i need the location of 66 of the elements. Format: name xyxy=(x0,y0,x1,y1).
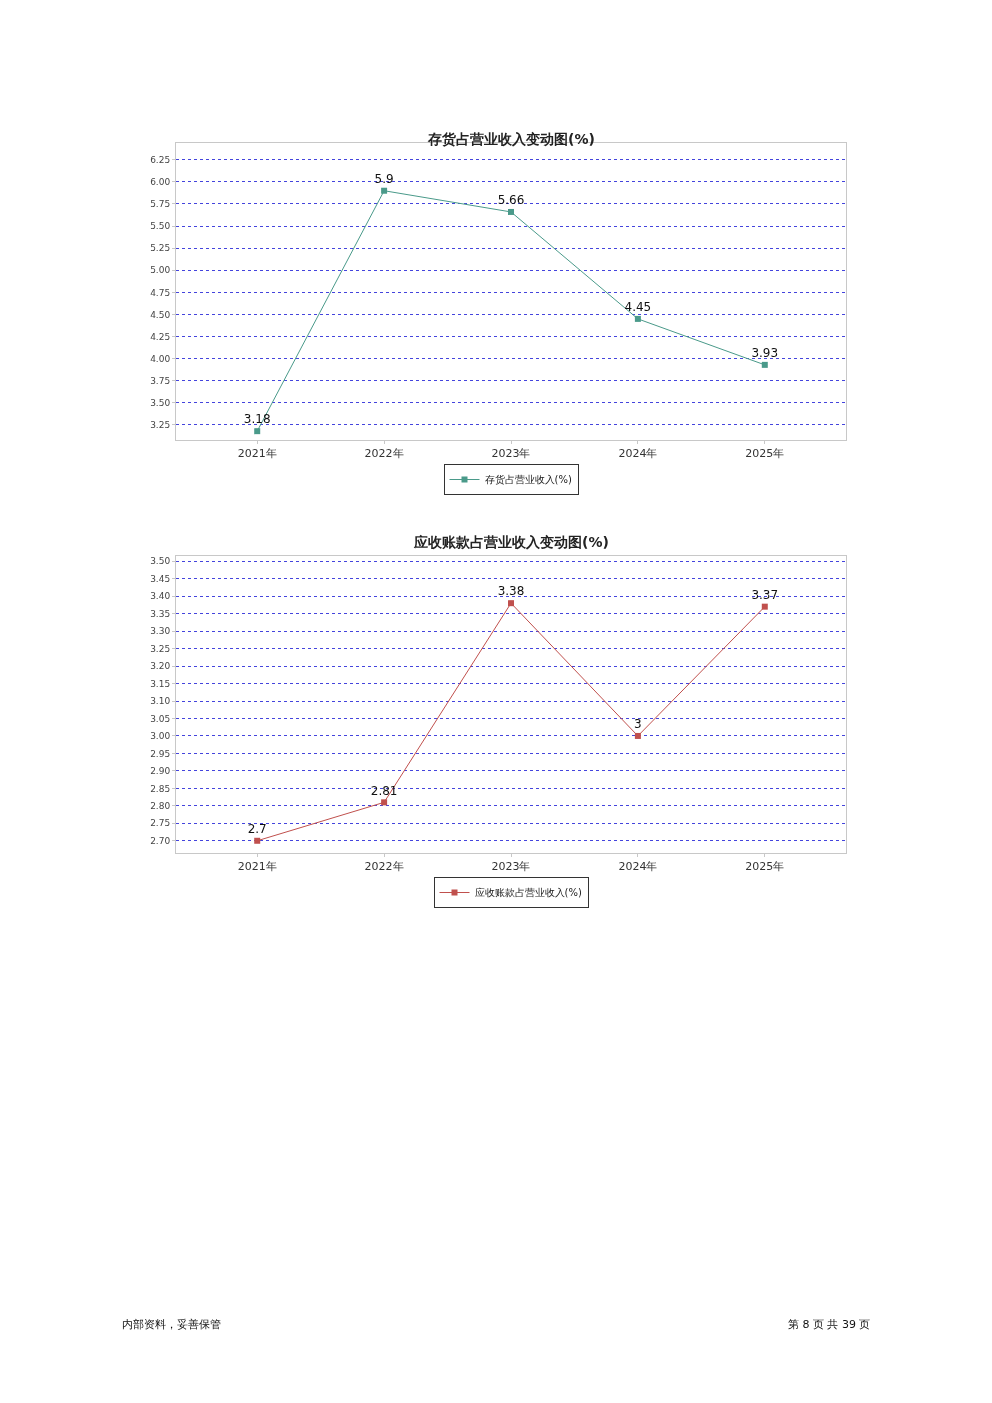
y-tick-label: 3.50 xyxy=(150,556,171,567)
data-label: 3.18 xyxy=(243,412,271,427)
y-tick-label: 6.25 xyxy=(150,154,171,165)
y-tick-label: 3.10 xyxy=(150,696,171,707)
x-tick-label: 2021年 xyxy=(237,447,277,461)
x-tick-label: 2025年 xyxy=(745,447,785,461)
y-tick-label: 5.50 xyxy=(150,221,171,232)
point xyxy=(761,603,768,610)
point xyxy=(634,732,641,739)
point xyxy=(381,187,388,194)
y-tick-label: 3.50 xyxy=(150,398,171,409)
y-tick-label: 3.30 xyxy=(150,626,171,637)
data-label: 3.37 xyxy=(751,587,779,602)
point xyxy=(254,837,261,844)
x-tick-label: 2023年 xyxy=(491,447,531,461)
y-tick-label: 3.35 xyxy=(150,608,171,619)
y-tick-label: 3.00 xyxy=(150,731,171,742)
point xyxy=(761,361,768,368)
text: 内部资料，妥善保管 xyxy=(122,1318,221,1331)
point xyxy=(634,315,641,322)
y-tick-label: 3.25 xyxy=(150,420,171,431)
y-tick-label: 3.45 xyxy=(150,573,171,584)
y-tick-label: 2.75 xyxy=(150,818,171,829)
legend-label: 存货占营业收入(%) xyxy=(484,474,572,486)
legend-label: 应收账款占营业收入(%) xyxy=(474,887,582,899)
y-tick-label: 2.90 xyxy=(150,766,171,777)
x-tick-label: 2024年 xyxy=(618,860,658,874)
point xyxy=(508,208,514,215)
data-label: 3 xyxy=(634,717,642,732)
data-label: 4.45 xyxy=(624,300,652,315)
y-tick-label: 4.50 xyxy=(150,309,171,320)
point xyxy=(254,428,261,435)
y-tick-label: 6.00 xyxy=(150,177,171,188)
data-label: 2.7 xyxy=(247,822,267,837)
data-label: 5.9 xyxy=(374,171,394,186)
x-tick-label: 2025年 xyxy=(745,860,785,874)
y-tick-label: 4.75 xyxy=(150,287,171,298)
y-tick-label: 5.00 xyxy=(150,265,171,276)
y-tick-label: 3.05 xyxy=(150,713,171,724)
data-label: 3.93 xyxy=(751,346,779,361)
y-tick-label: 5.25 xyxy=(150,243,171,254)
y-tick-label: 2.95 xyxy=(150,748,171,759)
y-tick-label: 3.25 xyxy=(150,643,171,654)
data-label: 3.38 xyxy=(497,584,525,599)
y-tick-label: 3.20 xyxy=(150,661,171,672)
y-tick-label: 4.25 xyxy=(150,331,171,342)
y-tick-label: 3.40 xyxy=(150,591,171,602)
point xyxy=(381,799,388,806)
y-tick-label: 3.15 xyxy=(150,678,171,689)
x-tick-label: 2022年 xyxy=(364,447,404,461)
data-label: 5.66 xyxy=(497,193,525,208)
y-tick-label: 2.80 xyxy=(150,800,171,811)
text: 第 8 页 共 39 页 xyxy=(788,1318,871,1331)
x-tick-label: 2024年 xyxy=(618,447,658,461)
y-tick-label: 4.00 xyxy=(150,353,171,364)
chart-title: 存货占营业收入变动图(%) xyxy=(427,131,595,147)
x-tick-label: 2021年 xyxy=(237,860,277,874)
x-tick-label: 2023年 xyxy=(491,860,531,874)
x-tick-label: 2022年 xyxy=(364,860,404,874)
y-tick-label: 2.85 xyxy=(150,783,171,794)
y-tick-label: 2.70 xyxy=(150,835,171,846)
y-tick-label: 5.75 xyxy=(150,199,171,210)
chart-title: 应收账款占营业收入变动图(%) xyxy=(413,534,609,550)
point xyxy=(508,600,514,607)
y-tick-label: 3.75 xyxy=(150,375,171,386)
data-label: 2.81 xyxy=(370,783,398,798)
